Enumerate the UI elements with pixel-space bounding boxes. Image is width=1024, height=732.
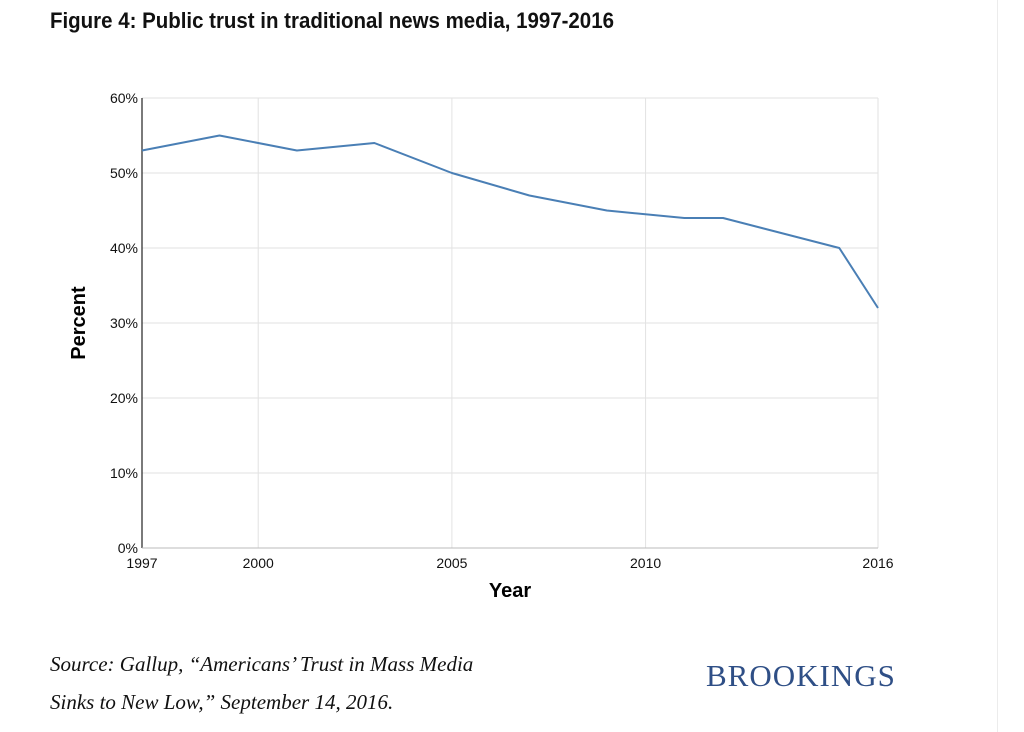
y-tick-label: 60%	[110, 90, 138, 106]
axes	[141, 98, 878, 549]
page-edge	[997, 0, 1024, 732]
brookings-logo: BROOKINGS	[706, 658, 896, 693]
x-tick-label: 1997	[126, 555, 157, 571]
y-tick-label: 10%	[110, 465, 138, 481]
source-line-2: Sinks to New Low,” September 14, 2016.	[50, 690, 394, 714]
x-tick-label: 2016	[862, 555, 893, 571]
series	[141, 134, 879, 309]
y-tick-label: 50%	[110, 165, 138, 181]
series-line	[141, 134, 879, 309]
y-axis-title: Percent	[68, 286, 90, 360]
x-tick-label: 2005	[436, 555, 467, 571]
x-tick-label: 2000	[243, 555, 274, 571]
source-note: Source: Gallup, “Americans’ Trust in Mas…	[50, 645, 570, 721]
tick-labels: 0% 10% 20% 30% 40% 50% 60% 1997 2000 2005 2010 2016	[110, 90, 894, 571]
gridlines	[142, 97, 879, 548]
chart-title: Figure 4: Public trust in traditional ne…	[50, 8, 614, 33]
x-tick-label: 2010	[630, 555, 661, 571]
y-tick-label: 40%	[110, 240, 138, 256]
y-tick-label: 0%	[118, 540, 138, 556]
line-chart: 0% 10% 20% 30% 40% 50% 60% 1997 2000 2005 2010 2016…	[68, 90, 894, 602]
y-tick-label: 20%	[110, 390, 138, 406]
y-tick-label: 30%	[110, 315, 138, 331]
source-line-1: Source: Gallup, “Americans’ Trust in Mas…	[50, 652, 474, 676]
x-axis-title: Year	[489, 580, 531, 602]
